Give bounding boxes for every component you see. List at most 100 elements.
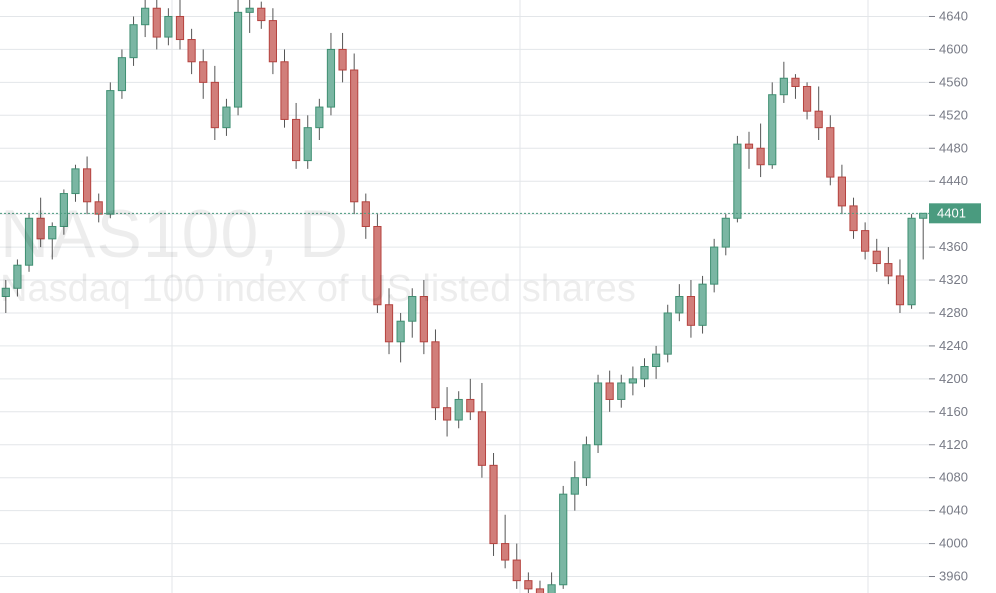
y-axis-tick-label: 3960 — [939, 569, 968, 584]
candlestick-body[interactable] — [443, 408, 450, 420]
candlestick-body[interactable] — [571, 478, 578, 494]
candlestick-body[interactable] — [536, 589, 543, 593]
candlestick-chart-container: 3960 4000 4040 4080 4120 4160 4200 4240 4280 4320… — [0, 0, 996, 593]
y-axis-tick-label: 4000 — [939, 536, 968, 551]
candlestick-body[interactable] — [316, 107, 323, 128]
candlestick-body[interactable] — [629, 379, 636, 383]
candlestick-body[interactable] — [362, 202, 369, 227]
candlestick-body[interactable] — [339, 49, 346, 70]
candlestick-body[interactable] — [664, 313, 671, 354]
candlestick-body[interactable] — [83, 169, 90, 202]
candlestick-body[interactable] — [583, 445, 590, 478]
candlestick-body[interactable] — [780, 78, 787, 94]
y-axis-tick-label: 4520 — [939, 107, 968, 122]
candlestick-body[interactable] — [234, 12, 241, 107]
candlestick-body[interactable] — [165, 16, 172, 37]
candlestick-body[interactable] — [49, 226, 56, 238]
candlestick-body[interactable] — [351, 70, 358, 202]
candlestick-body[interactable] — [803, 86, 810, 111]
candlestick-body[interactable] — [745, 144, 752, 148]
candlestick-body[interactable] — [838, 177, 845, 206]
candlestick-body[interactable] — [502, 544, 509, 560]
candlestick-body[interactable] — [896, 276, 903, 305]
candlestick-body[interactable] — [653, 354, 660, 366]
candlestick-body[interactable] — [618, 383, 625, 399]
candlestick-body[interactable] — [850, 206, 857, 231]
candlestick-body[interactable] — [223, 107, 230, 128]
candlestick-body[interactable] — [594, 383, 601, 445]
candlestick-body[interactable] — [478, 412, 485, 466]
candlestick-body[interactable] — [757, 148, 764, 164]
candlestick-body[interactable] — [455, 399, 462, 420]
y-axis-tick-label: 4360 — [939, 239, 968, 254]
y-axis-tick-label: 4040 — [939, 503, 968, 518]
candlestick-body[interactable] — [641, 367, 648, 379]
candlestick-svg: 3960 4000 4040 4080 4120 4160 4200 4240 4280 4320… — [0, 0, 996, 593]
candlestick-body[interactable] — [188, 40, 195, 62]
candlestick-body[interactable] — [2, 288, 9, 296]
candlestick-body[interactable] — [722, 218, 729, 247]
candlestick-body[interactable] — [687, 297, 694, 326]
candlestick-body[interactable] — [420, 297, 427, 342]
candlestick-body[interactable] — [107, 91, 114, 215]
y-axis-tick-label: 4280 — [939, 305, 968, 320]
candlestick-body[interactable] — [281, 62, 288, 120]
candlestick-body[interactable] — [293, 119, 300, 160]
candlestick-body[interactable] — [327, 49, 334, 107]
candlestick-body[interactable] — [72, 169, 79, 194]
candlestick-body[interactable] — [130, 25, 137, 58]
candlestick-body[interactable] — [548, 585, 555, 593]
candlestick-body[interactable] — [385, 305, 392, 342]
candlestick-body[interactable] — [118, 58, 125, 91]
y-axis-tick-label: 4160 — [939, 404, 968, 419]
y-axis-tick-label: 4560 — [939, 74, 968, 89]
y-axis-tick-label: 4200 — [939, 371, 968, 386]
candlestick-body[interactable] — [211, 82, 218, 127]
candlestick-body[interactable] — [815, 111, 822, 127]
candlestick-body[interactable] — [699, 284, 706, 325]
candlestick-body[interactable] — [432, 342, 439, 408]
candlestick-body[interactable] — [862, 231, 869, 252]
candlestick-body[interactable] — [246, 8, 253, 12]
candlestick-body[interactable] — [513, 560, 520, 581]
y-axis-tick-label: 4080 — [939, 470, 968, 485]
y-axis-tick-label: 4120 — [939, 437, 968, 452]
candlestick-body[interactable] — [711, 247, 718, 284]
y-axis-tick-label: 4440 — [939, 173, 968, 188]
candlestick-body[interactable] — [606, 383, 613, 399]
candlestick-body[interactable] — [769, 95, 776, 165]
candlestick-body[interactable] — [200, 62, 207, 83]
candlestick-body[interactable] — [176, 16, 183, 39]
candlestick-body[interactable] — [920, 213, 927, 218]
candlestick-body[interactable] — [14, 265, 21, 288]
candlestick-body[interactable] — [37, 218, 44, 239]
candlestick-body[interactable] — [676, 297, 683, 313]
candlestick-body[interactable] — [258, 8, 265, 20]
y-axis-tick-label: 4480 — [939, 140, 968, 155]
y-axis-tick-label: 4240 — [939, 338, 968, 353]
candlestick-body[interactable] — [792, 78, 799, 86]
y-axis-tick-label: 4320 — [939, 272, 968, 287]
candlestick-body[interactable] — [95, 202, 102, 214]
y-axis-tick-label: 4600 — [939, 41, 968, 56]
y-axis-tick-label: 4640 — [939, 8, 968, 23]
candlestick-body[interactable] — [734, 144, 741, 218]
candlestick-body[interactable] — [560, 494, 567, 585]
candlestick-body[interactable] — [467, 399, 474, 411]
candlestick-body[interactable] — [142, 8, 149, 24]
candlestick-body[interactable] — [153, 8, 160, 37]
current-price-label: 4401 — [937, 205, 966, 220]
candlestick-body[interactable] — [885, 264, 892, 276]
candlestick-body[interactable] — [908, 218, 915, 304]
candlestick-body[interactable] — [827, 128, 834, 177]
candlestick-body[interactable] — [374, 226, 381, 304]
candlestick-body[interactable] — [409, 297, 416, 322]
candlestick-body[interactable] — [525, 581, 532, 589]
candlestick-body[interactable] — [304, 128, 311, 161]
candlestick-body[interactable] — [397, 321, 404, 342]
candlestick-body[interactable] — [873, 251, 880, 263]
candlestick-body[interactable] — [25, 218, 32, 265]
candlestick-body[interactable] — [490, 465, 497, 543]
candlestick-body[interactable] — [60, 194, 67, 227]
candlestick-body[interactable] — [269, 21, 276, 62]
